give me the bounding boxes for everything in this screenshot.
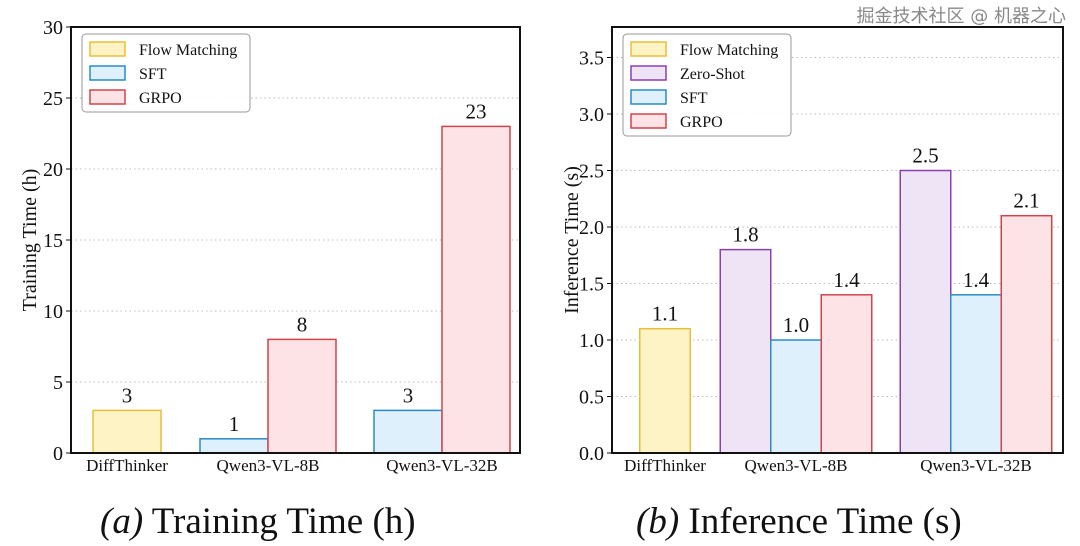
chart-a-legend-label: Flow Matching xyxy=(139,42,237,59)
chart-a-ytick-label: 5 xyxy=(53,372,63,394)
caption-b: (b) Inference Time (s) xyxy=(636,500,962,543)
chart-b-legend-label: Flow Matching xyxy=(680,42,778,59)
chart-a-ytick-label: 25 xyxy=(43,88,63,110)
chart-b-legend-swatch xyxy=(630,41,667,57)
chart-b-bar xyxy=(1000,214,1053,454)
chart-a-legend-label: GRPO xyxy=(139,90,182,107)
chart-b-ytick-label: 2.5 xyxy=(579,161,604,183)
chart-b-legend-swatch xyxy=(630,89,667,105)
chart-b-legend-label: GRPO xyxy=(680,114,723,131)
chart-a-bar xyxy=(92,409,162,454)
chart-b-data-label: 1.1 xyxy=(652,302,678,326)
chart-a-ytick-label: 15 xyxy=(43,230,63,252)
caption-a-text: Training Time (h) xyxy=(151,501,416,542)
chart-a-axes-frame xyxy=(70,26,521,454)
chart-a-legend-swatch xyxy=(89,89,126,105)
chart-b-legend-swatch xyxy=(630,113,667,129)
caption-b-label: (b) xyxy=(636,501,680,542)
chart-b-ytick-label: 3.5 xyxy=(579,48,604,70)
chart-a-legend-label: SFT xyxy=(139,66,167,83)
chart-a-data-label: 8 xyxy=(297,312,308,336)
chart-a-xtick-label: Qwen3-VL-8B xyxy=(217,456,320,475)
chart-b-data-label: 1.0 xyxy=(783,313,809,337)
chart-a-legend-swatch xyxy=(89,41,126,57)
chart-b-xtick-label: Qwen3-VL-8B xyxy=(745,456,848,475)
chart-a-bar xyxy=(199,438,269,454)
chart-b-data-label: 1.4 xyxy=(963,268,990,292)
caption-a: (a) Training Time (h) xyxy=(100,500,416,543)
chart-b-ylabel: Inference Time (s) xyxy=(561,166,583,314)
chart-b-xtick-label: DiffThinker xyxy=(624,456,706,475)
chart-b-bar xyxy=(820,294,873,454)
chart-b-bar xyxy=(950,294,1002,454)
chart-a-bar xyxy=(441,125,511,454)
watermark: 掘金技术社区 @ 机器之心 xyxy=(856,6,1066,27)
chart-a-xtick-label: Qwen3-VL-32B xyxy=(386,456,497,475)
chart-b-xtick-label: Qwen3-VL-32B xyxy=(920,456,1031,475)
chart-a-ytick-label: 10 xyxy=(43,301,63,323)
chart-b-ytick-label: 1.5 xyxy=(579,274,604,296)
chart-b-bar xyxy=(770,339,822,454)
chart-b-ytick-label: 2.0 xyxy=(579,217,604,239)
chart-a-data-label: 23 xyxy=(466,99,487,123)
chart-b-data-label: 2.5 xyxy=(912,144,938,168)
chart-b-legend-swatch xyxy=(630,65,667,81)
chart-b-legend-label: SFT xyxy=(680,90,708,107)
caption-b-text: Inference Time (s) xyxy=(688,501,962,542)
chart-b-data-label: 1.8 xyxy=(732,223,758,247)
chart-a-data-label: 1 xyxy=(229,412,240,436)
chart-a-xtick-label: DiffThinker xyxy=(86,456,168,475)
chart-a-ytick-label: 0 xyxy=(53,443,63,465)
chart-a-ylabel: Training Time (h) xyxy=(19,169,41,312)
chart-a-ytick-label: 30 xyxy=(43,17,63,39)
chart-b-ytick-label: 0.0 xyxy=(579,443,604,465)
caption-a-label: (a) xyxy=(100,501,144,542)
chart-b-axes-frame xyxy=(611,26,1064,454)
chart-b-legend xyxy=(622,33,792,137)
chart-b-data-label: 2.1 xyxy=(1013,189,1039,213)
chart-b-bar xyxy=(899,169,952,454)
chart-b-bar xyxy=(639,327,691,454)
chart-a-legend-swatch xyxy=(89,65,126,81)
chart-a-bar xyxy=(373,409,443,454)
chart-b-ytick-label: 0.5 xyxy=(579,387,604,409)
chart-b-ytick-label: 3.0 xyxy=(579,104,604,126)
chart-a-bar xyxy=(267,338,337,454)
chart-b-bar xyxy=(719,248,772,454)
chart-b-legend-label: Zero-Shot xyxy=(680,66,745,83)
chart-a-ytick-label: 20 xyxy=(43,159,63,181)
chart-a-data-label: 3 xyxy=(122,383,133,407)
chart-a-data-label: 3 xyxy=(403,383,414,407)
chart-b-data-label: 1.4 xyxy=(833,268,860,292)
chart-b-ytick-label: 1.0 xyxy=(579,330,604,352)
